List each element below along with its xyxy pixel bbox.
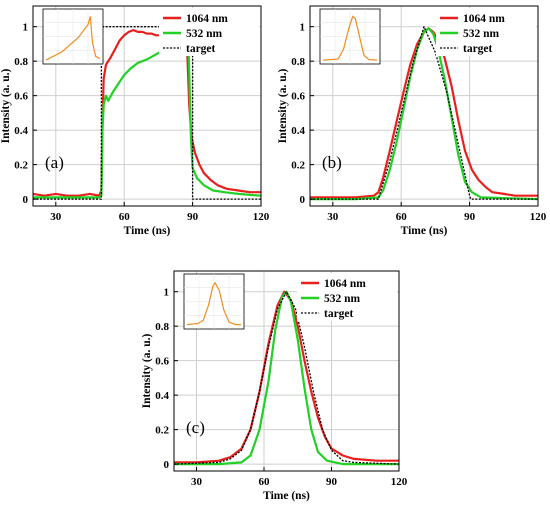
x-tick-label: 30 <box>191 476 203 488</box>
panel-label: (b) <box>322 153 342 172</box>
chart-panel-c: 30 60 90 120 0 0.2 0.4 0.6 0.8 1 Time (ns) Intensit… <box>141 270 408 502</box>
y-tick-label: 0.2 <box>291 160 305 172</box>
legend-entry-label: 532 nm <box>463 28 500 40</box>
y-tick-label: 1 <box>300 22 306 34</box>
y-tick-label: 0.4 <box>14 125 28 137</box>
legend-entry-label: target <box>186 43 216 55</box>
x-axis-label: Time (ns) <box>263 490 310 502</box>
legend-entry-label: target <box>324 308 354 320</box>
y-tick-label: 0.4 <box>291 125 305 137</box>
y-axis-label: Intensity (a. u.) <box>141 333 153 408</box>
y-tick-label: 0.2 <box>14 160 28 172</box>
y-tick-label: 0.6 <box>14 91 28 103</box>
y-tick-label: 0.6 <box>291 91 305 103</box>
legend-entry-label: target <box>463 43 493 55</box>
inset-pulse-line <box>45 16 101 61</box>
series-line-target <box>310 26 538 200</box>
series-line-532-nm <box>33 27 262 199</box>
x-tick-label: 90 <box>187 211 199 223</box>
inset-pulse-line <box>322 15 378 61</box>
legend-entry-label: 1064 nm <box>186 13 228 25</box>
plot-frame <box>32 5 262 207</box>
legend-entry-label: 1064 nm <box>463 13 505 25</box>
plot-frame <box>309 5 539 207</box>
y-tick-label: 1 <box>164 287 170 299</box>
panel-label: (c) <box>186 418 205 437</box>
legend-entry-label: 1064 nm <box>324 278 366 290</box>
x-tick-label: 120 <box>530 211 547 223</box>
plot-frame <box>173 270 400 472</box>
y-tick-label: 0 <box>300 194 306 206</box>
inset-pulse-line <box>186 281 241 326</box>
y-tick-label: 0.8 <box>14 56 28 68</box>
y-tick-label: 0.8 <box>155 321 169 333</box>
chart-panel-b: 30 60 90 120 0 0.2 0.4 0.6 0.8 1 Time (ns) Intensit… <box>277 5 547 237</box>
x-tick-label: 60 <box>259 476 271 488</box>
x-tick-label: 120 <box>391 476 408 488</box>
x-tick-label: 60 <box>119 211 131 223</box>
x-tick-label: 30 <box>50 211 62 223</box>
x-tick-label: 120 <box>253 211 270 223</box>
y-tick-label: 0 <box>23 194 29 206</box>
y-axis-label: Intensity (a. u.) <box>0 68 12 143</box>
y-tick-label: 0.8 <box>291 56 305 68</box>
series-line-target <box>33 26 261 200</box>
y-tick-label: 1 <box>23 22 29 34</box>
x-tick-label: 60 <box>396 211 408 223</box>
y-tick-label: 0.2 <box>155 425 169 437</box>
y-axis-label: Intensity (a. u.) <box>277 68 289 143</box>
series-line-532-nm <box>310 27 539 201</box>
x-axis-label: Time (ns) <box>401 225 448 237</box>
y-tick-label: 0.6 <box>155 356 169 368</box>
legend-entry-label: 532 nm <box>186 28 223 40</box>
y-tick-label: 0 <box>164 459 170 471</box>
x-tick-label: 30 <box>327 211 339 223</box>
series-line-532-nm <box>174 290 399 466</box>
panel-label: (a) <box>45 153 64 172</box>
chart-panel-a: 30 60 90 120 0 0.2 0.4 0.6 0.8 1 Time (ns) Intensit… <box>0 5 270 237</box>
x-tick-label: 90 <box>464 211 476 223</box>
series-line-target <box>173 291 400 465</box>
legend-entry-label: 532 nm <box>324 293 361 305</box>
series-line-1064-nm <box>32 29 261 197</box>
x-tick-label: 90 <box>326 476 338 488</box>
y-tick-label: 0.4 <box>155 390 169 402</box>
x-axis-label: Time (ns) <box>124 225 171 237</box>
